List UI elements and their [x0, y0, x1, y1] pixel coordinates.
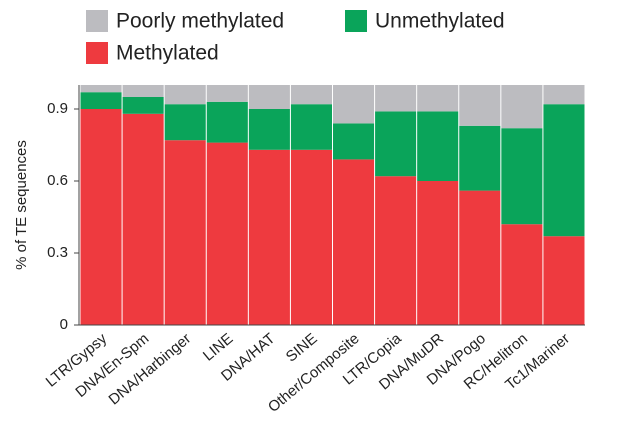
- bar-segment: [248, 109, 290, 150]
- bar-segment: [333, 123, 375, 160]
- bar-segment: [248, 149, 290, 325]
- bar-segment: [80, 92, 122, 109]
- bar-segment: [417, 85, 459, 112]
- bar-segment: [501, 128, 543, 225]
- bar-segment: [290, 149, 332, 325]
- legend-swatch: [86, 10, 108, 32]
- bar-segment: [122, 85, 164, 97]
- bar-segment: [164, 85, 206, 105]
- bar-segment: [333, 159, 375, 325]
- bar-segment: [122, 113, 164, 325]
- bar-segment: [206, 142, 248, 325]
- bar-segment: [122, 97, 164, 114]
- y-tick-label: 0.6: [47, 172, 68, 189]
- bar-segment: [290, 104, 332, 150]
- bar-segment: [501, 224, 543, 325]
- bar-segment: [80, 109, 122, 325]
- bar-segment: [164, 140, 206, 325]
- legend-label: Poorly methylated: [116, 10, 284, 33]
- bar-segment: [543, 85, 585, 105]
- bar-segment: [375, 176, 417, 325]
- bar-segment: [80, 85, 122, 93]
- bar-segment: [417, 181, 459, 325]
- bar-segment: [248, 85, 290, 109]
- bar-segment: [375, 111, 417, 177]
- legend-label: Unmethylated: [375, 10, 505, 33]
- x-tick-label: LINE: [200, 330, 236, 364]
- bar-segment: [459, 85, 501, 126]
- bar-segment: [459, 190, 501, 325]
- y-axis-label: % of TE sequences: [13, 140, 30, 270]
- y-tick-label: 0: [60, 316, 68, 333]
- legend-swatch: [86, 42, 108, 64]
- bar-segment: [164, 104, 206, 141]
- bar-segment: [417, 111, 459, 181]
- bar-segment: [543, 236, 585, 325]
- y-tick-label: 0.3: [47, 244, 68, 261]
- bar-segment: [543, 104, 585, 237]
- bar-segment: [375, 85, 417, 112]
- bar-segment: [290, 85, 332, 105]
- bar-segment: [501, 85, 543, 129]
- legend-label: Methylated: [116, 42, 219, 65]
- bar-segment: [206, 85, 248, 102]
- legend-swatch: [345, 10, 367, 32]
- bar-segment: [333, 85, 375, 124]
- bar-segment: [206, 101, 248, 143]
- y-tick-label: 0.9: [47, 100, 68, 117]
- bar-segment: [459, 125, 501, 191]
